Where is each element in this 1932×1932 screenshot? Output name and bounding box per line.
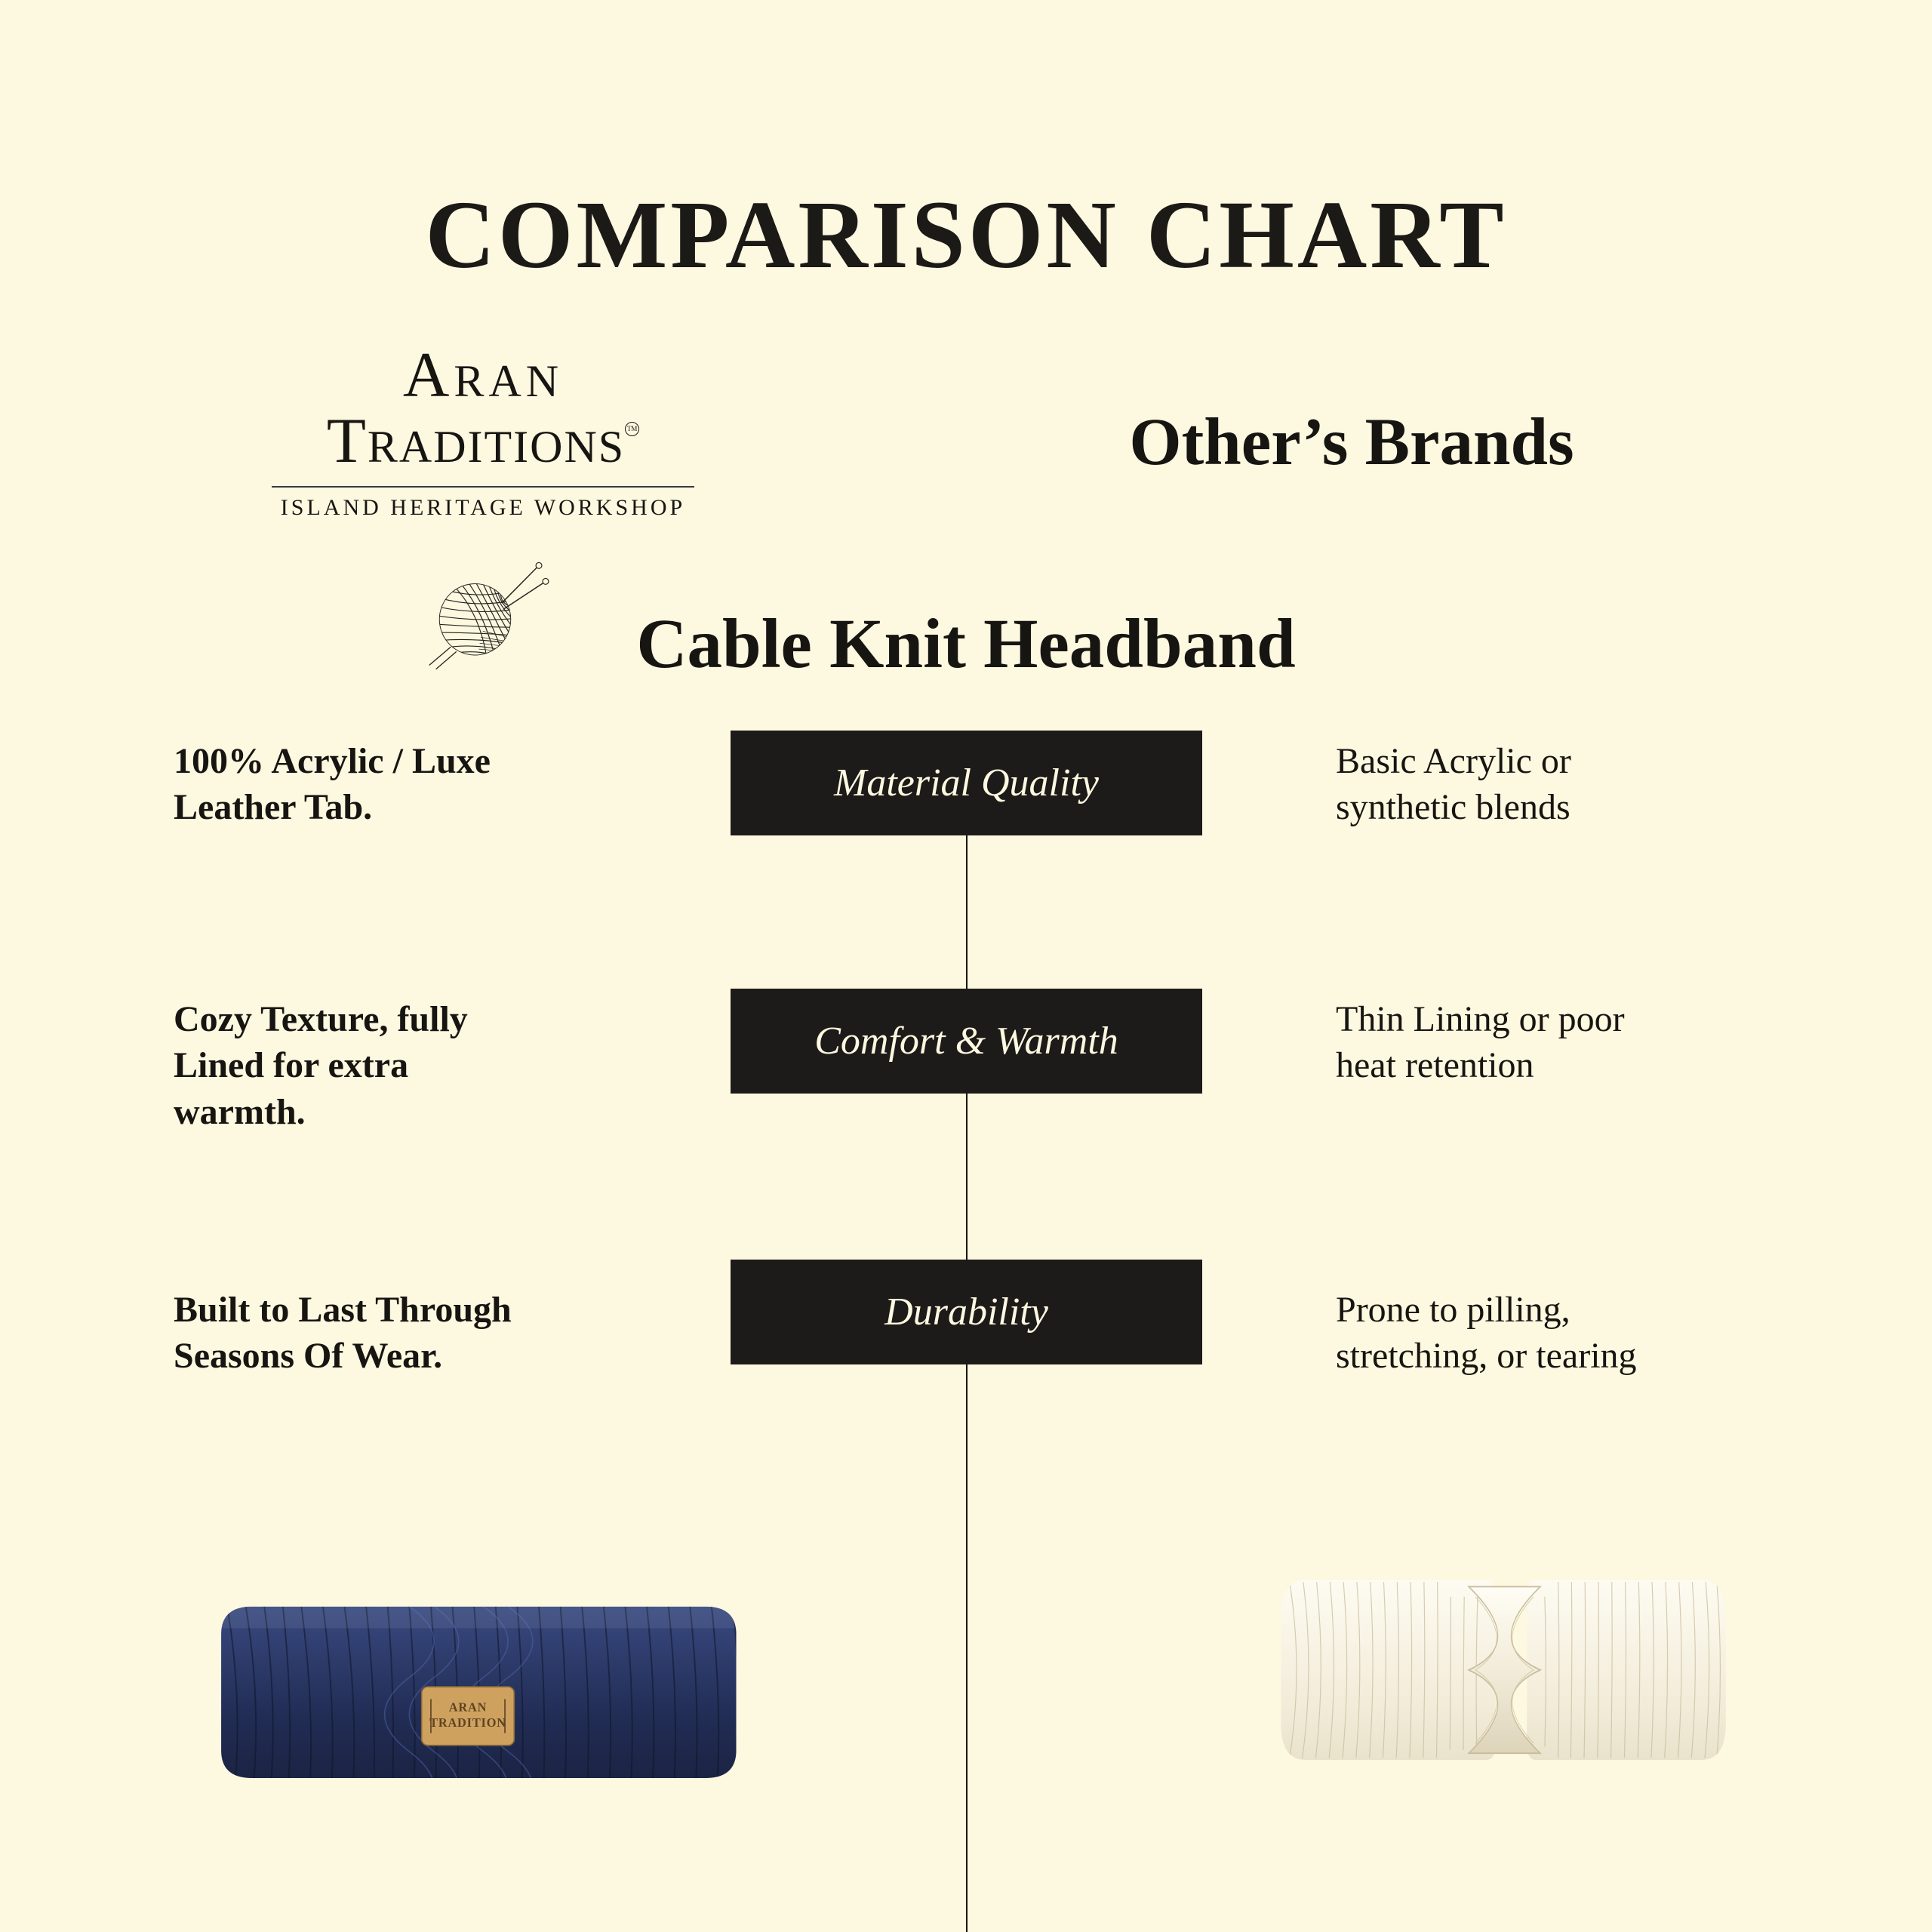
svg-text:ARAN: ARAN	[449, 1700, 487, 1715]
svg-text:TRADITION: TRADITION	[429, 1715, 506, 1730]
